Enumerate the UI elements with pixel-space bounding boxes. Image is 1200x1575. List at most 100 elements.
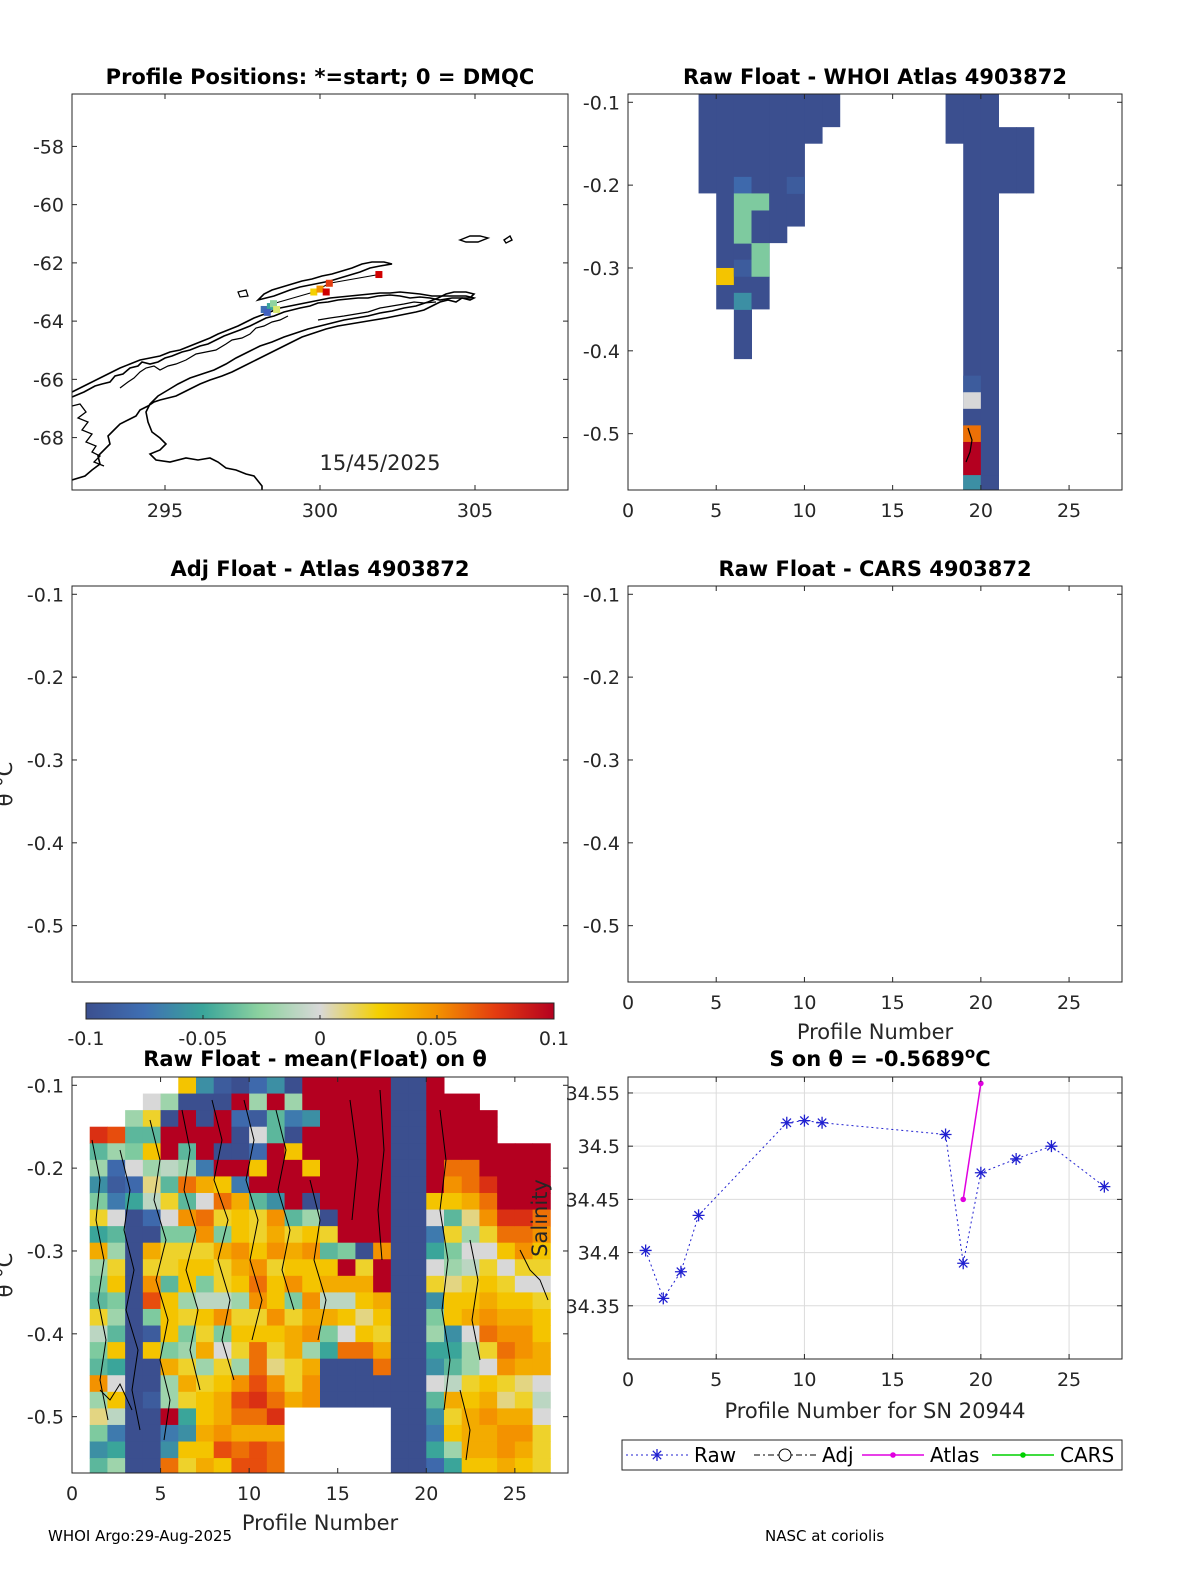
anom-cell xyxy=(532,1391,551,1409)
raw-point xyxy=(798,1114,811,1127)
anom-cell xyxy=(461,1375,480,1393)
coastline-west-fringe xyxy=(72,403,105,467)
whoi-column xyxy=(998,127,1017,194)
whoi-x-ticks: 0 5 10 15 20 25 xyxy=(622,94,1081,522)
anom-cell xyxy=(408,1226,427,1244)
anom-cell xyxy=(337,1308,356,1327)
cars-x-tick-label: 20 xyxy=(969,992,993,1014)
anom-cell xyxy=(213,1226,232,1244)
anom-cell xyxy=(196,1242,215,1260)
anom-cell xyxy=(532,1143,551,1161)
anom-cell xyxy=(390,1143,410,1161)
anom-cell xyxy=(479,1458,498,1473)
anom-cell xyxy=(479,1441,498,1459)
anom-cell xyxy=(213,1408,232,1426)
anom-cell xyxy=(390,1159,410,1177)
anom-cell xyxy=(266,1458,286,1473)
anom-cell xyxy=(249,1209,268,1227)
anom-cell xyxy=(107,1441,126,1459)
salinity-series xyxy=(639,1080,1111,1305)
anom-cell xyxy=(426,1126,445,1144)
anom-cell xyxy=(320,1275,339,1293)
anom-cell xyxy=(249,1292,268,1310)
salinity-x-tick-label: 5 xyxy=(710,1369,722,1391)
anom-cell xyxy=(89,1159,108,1177)
anom-cell xyxy=(320,1077,339,1095)
anom-cell xyxy=(532,1375,551,1393)
whoi-cell xyxy=(963,475,982,490)
anom-axes-frame xyxy=(71,1076,569,1474)
anom-cell xyxy=(90,1475,108,1492)
whoi-cell xyxy=(963,425,982,443)
anom-cell xyxy=(213,1358,232,1376)
whoi-x-tick-label: 0 xyxy=(622,500,634,522)
anom-cell xyxy=(532,1308,551,1327)
anom-cell xyxy=(337,1342,356,1360)
anom-cell xyxy=(444,1242,463,1260)
anom-cell xyxy=(390,1292,410,1310)
anom-cell xyxy=(532,1441,551,1459)
anom-cell xyxy=(479,1176,498,1194)
anom-cell xyxy=(125,1475,143,1492)
anom-cell xyxy=(497,1226,516,1244)
anom-cell xyxy=(249,1242,268,1260)
anom-cell xyxy=(89,1424,108,1443)
anom-cell xyxy=(142,1159,162,1177)
anom-cell xyxy=(213,1275,232,1293)
anom-cell xyxy=(320,1143,339,1161)
anom-cell xyxy=(408,1308,427,1327)
anom-cell xyxy=(337,1358,356,1376)
anom-cell xyxy=(461,1441,480,1459)
anom-cell xyxy=(107,1209,126,1227)
anom-cell xyxy=(107,1358,126,1376)
salinity-grid xyxy=(627,1077,1122,1359)
whoi-x-tick-label: 15 xyxy=(881,500,905,522)
anom-cell xyxy=(514,1441,534,1459)
anom-cell xyxy=(302,1077,321,1095)
anom-cell xyxy=(196,1358,215,1376)
anom-cell xyxy=(142,1110,162,1128)
anom-cell xyxy=(213,1143,232,1161)
anom-cell xyxy=(302,1093,321,1111)
anom-cell xyxy=(178,1176,197,1194)
anom-cell xyxy=(532,1408,551,1426)
anom-cell xyxy=(514,1192,534,1211)
anom-cell xyxy=(249,1458,268,1473)
anom-cell xyxy=(213,1077,232,1095)
anom-cell xyxy=(160,1209,179,1227)
anom-cell xyxy=(142,1209,162,1227)
anom-cell xyxy=(426,1408,445,1426)
anom-cell xyxy=(160,1342,179,1360)
anom-cell xyxy=(284,1308,303,1327)
anom-cell xyxy=(142,1126,162,1144)
anom-cell xyxy=(178,1308,197,1327)
positions-y-tick-label: -68 xyxy=(33,428,64,450)
anom-cell xyxy=(266,1308,286,1327)
anom-cell xyxy=(231,1292,250,1310)
anom-cell xyxy=(196,1475,214,1492)
anom-cell xyxy=(532,1342,551,1360)
legend-cars-label: CARS xyxy=(1060,1443,1114,1467)
anom-cell xyxy=(444,1325,463,1343)
anom-cell xyxy=(461,1275,480,1293)
anom-cell xyxy=(461,1292,480,1310)
anom-cell xyxy=(497,1325,516,1343)
whoi-x-tick-label: 25 xyxy=(1057,500,1081,522)
anom-cell xyxy=(320,1226,339,1244)
anom-cell xyxy=(390,1342,410,1360)
anom-cell xyxy=(355,1308,374,1327)
cars-y-tick-label: -0.1 xyxy=(583,584,620,606)
anom-cell xyxy=(231,1342,250,1360)
anom-cell xyxy=(266,1159,286,1177)
anom-cell xyxy=(160,1143,179,1161)
anom-cell xyxy=(408,1424,427,1443)
anom-cell xyxy=(284,1159,303,1177)
anom-cell xyxy=(89,1275,108,1293)
anom-cell xyxy=(213,1292,232,1310)
anom-cell xyxy=(196,1176,215,1194)
anom-cell xyxy=(479,1143,498,1161)
anom-cell xyxy=(231,1308,250,1327)
anom-cell xyxy=(532,1209,551,1227)
anom-cell xyxy=(213,1126,232,1144)
anom-cell xyxy=(337,1126,356,1144)
